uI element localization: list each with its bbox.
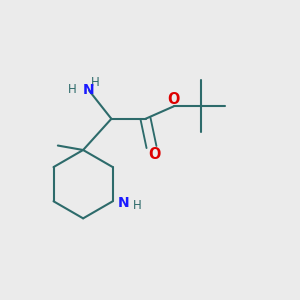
Text: H: H xyxy=(91,76,100,89)
Text: O: O xyxy=(148,147,160,162)
Text: O: O xyxy=(168,92,180,107)
Text: H: H xyxy=(133,199,142,212)
Text: N: N xyxy=(83,83,94,97)
Text: N: N xyxy=(117,196,129,210)
Text: H: H xyxy=(68,83,77,97)
